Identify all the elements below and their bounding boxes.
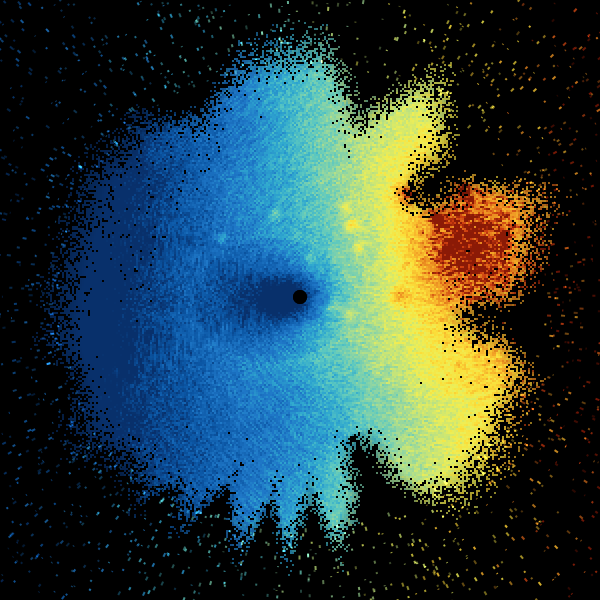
velocity-field-canvas bbox=[0, 0, 600, 600]
image-viewport: Doppler Velocity Map False-color Doppler… bbox=[0, 0, 600, 600]
